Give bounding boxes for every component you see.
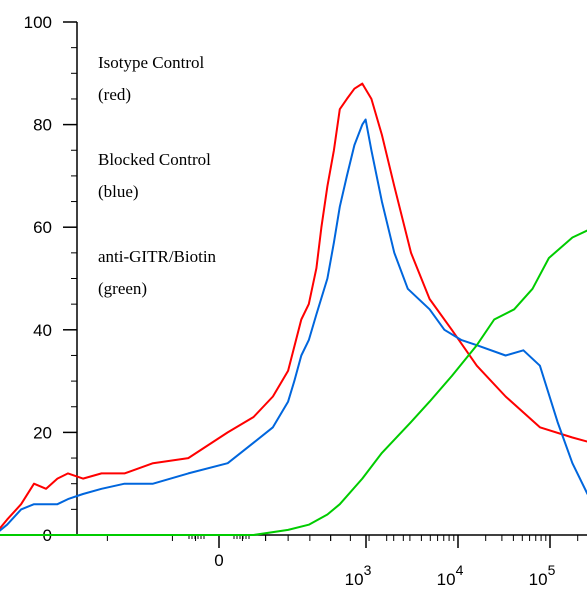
x-tick-exponent: 3	[364, 562, 372, 578]
x-tick-base: 0	[214, 551, 223, 570]
annotation-isotype-color: (red)	[98, 85, 131, 104]
y-tick-label: 80	[33, 116, 52, 135]
annotation-gitr-label: anti-GITR/Biotin	[98, 247, 217, 266]
x-tick-label: 105	[529, 562, 556, 589]
series-line	[0, 118, 587, 532]
axes	[76, 22, 587, 536]
y-tick-label: 20	[33, 423, 52, 442]
annotation-isotype-label: Isotype Control	[98, 53, 205, 72]
x-tick-base: 10	[437, 570, 456, 589]
x-tick-label: 0	[214, 551, 223, 570]
x-tick-base: 10	[345, 570, 364, 589]
y-tick-label: 100	[24, 13, 52, 32]
y-tick-label: 60	[33, 218, 52, 237]
annotation-gitr-color: (green)	[98, 279, 147, 298]
series-line	[0, 229, 587, 536]
x-tick-base: 10	[529, 570, 548, 589]
x-tick-label: 104	[437, 562, 464, 589]
series-line	[0, 82, 587, 530]
y-tick-label: 40	[33, 321, 52, 340]
x-tick-label: 103	[345, 562, 372, 589]
x-tick-exponent: 5	[548, 562, 556, 578]
annotation-blocked-color: (blue)	[98, 182, 139, 201]
annotation-blocked-label: Blocked Control	[98, 150, 211, 169]
legend-annotations: Isotype Control (red) Blocked Control (b…	[98, 53, 217, 298]
x-tick-exponent: 4	[456, 562, 464, 578]
series-layer	[0, 82, 587, 536]
